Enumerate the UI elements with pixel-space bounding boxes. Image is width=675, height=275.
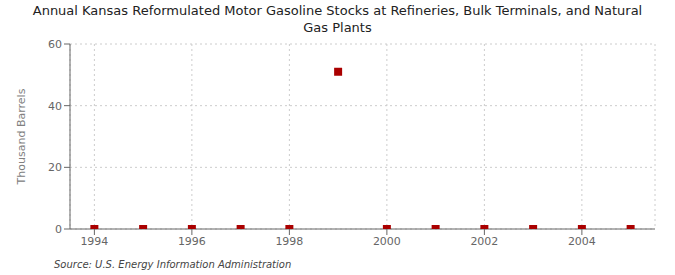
html-text:Annual Kansas Reformulated Mot: Annual Kansas Reformulated Motor Gasolin… — [32, 3, 643, 18]
html-text:Gas Plants: Gas Plants — [303, 20, 372, 35]
svg-text:0: 0 — [55, 223, 62, 236]
svg-text:1994: 1994 — [80, 235, 108, 248]
svg-text:2002: 2002 — [470, 235, 498, 248]
svg-text:1996: 1996 — [178, 235, 206, 248]
svg-text:40: 40 — [48, 100, 62, 113]
svg-text:60: 60 — [48, 38, 62, 51]
svg-text:1998: 1998 — [275, 235, 303, 248]
svg-text:Thousand Barrels: Thousand Barrels — [15, 88, 28, 185]
svg-text:2004: 2004 — [568, 235, 596, 248]
html-text:Source: U.S. Energy Informatio: Source: U.S. Energy Information Administ… — [54, 259, 292, 270]
svg-text:20: 20 — [48, 161, 62, 174]
svg-text:2000: 2000 — [373, 235, 401, 248]
